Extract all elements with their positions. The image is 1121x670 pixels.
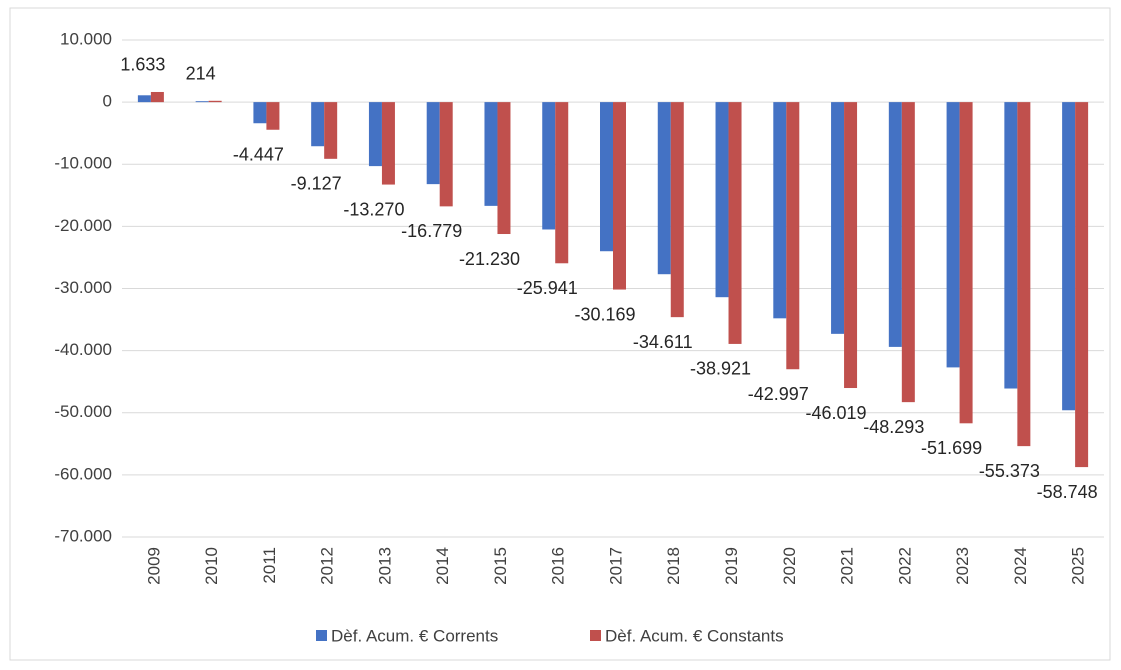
x-tick-label: 2024 — [1011, 547, 1030, 585]
bar — [715, 102, 729, 298]
y-tick-label: -70.000 — [54, 526, 112, 545]
bar — [555, 102, 569, 264]
bar — [253, 102, 267, 124]
bar — [368, 102, 382, 167]
y-tick-label: -40.000 — [54, 340, 112, 359]
bar — [1062, 102, 1076, 411]
data-label: -55.373 — [979, 461, 1040, 481]
x-tick-label: 2023 — [953, 547, 972, 585]
data-label: -58.748 — [1037, 482, 1098, 502]
bar — [195, 101, 209, 103]
data-label: 214 — [186, 64, 216, 84]
bar — [137, 95, 151, 103]
legend-label: Dèf. Acum. € Constants — [605, 626, 784, 645]
bar — [150, 91, 164, 103]
bar — [311, 102, 325, 147]
bar — [657, 102, 671, 275]
bar — [324, 102, 338, 159]
y-tick-label: -60.000 — [54, 464, 112, 483]
bar — [613, 102, 626, 290]
data-label: -13.270 — [343, 199, 404, 219]
y-tick-label: -10.000 — [54, 154, 112, 173]
data-label: -21.230 — [459, 249, 520, 269]
y-tick-label: -50.000 — [54, 402, 112, 421]
bar — [786, 102, 800, 370]
y-tick-label: 10.000 — [60, 29, 112, 48]
bar — [901, 102, 915, 403]
bar — [670, 102, 684, 318]
x-tick-label: 2018 — [664, 547, 683, 585]
data-label: 1.633 — [120, 55, 165, 75]
bar — [946, 102, 960, 368]
bar — [1017, 102, 1031, 447]
x-tick-label: 2020 — [780, 547, 799, 585]
bar — [208, 100, 222, 103]
bar — [888, 102, 902, 347]
x-tick-label: 2012 — [318, 547, 337, 585]
legend-label: Dèf. Acum. € Corrents — [331, 626, 498, 645]
data-label: -48.293 — [863, 417, 924, 437]
data-label: -51.699 — [921, 438, 982, 458]
x-tick-label: 2015 — [491, 547, 510, 585]
bar — [600, 102, 613, 252]
bar — [439, 102, 453, 207]
data-label: -4.447 — [233, 145, 284, 165]
y-tick-label: 0 — [103, 92, 112, 111]
data-label: -9.127 — [291, 174, 342, 194]
legend-swatch — [590, 630, 601, 641]
x-tick-label: 2013 — [375, 547, 394, 585]
x-tick-label: 2011 — [260, 547, 279, 584]
x-tick-label: 2014 — [433, 547, 452, 585]
x-tick-label: 2021 — [838, 547, 857, 585]
x-tick-label: 2019 — [722, 547, 741, 585]
data-label: -30.169 — [574, 304, 635, 324]
bar — [484, 102, 498, 206]
bar — [426, 102, 440, 185]
bar — [844, 102, 858, 389]
data-label: -46.019 — [806, 403, 867, 423]
bar — [497, 102, 511, 235]
data-label: -34.611 — [633, 332, 693, 352]
data-label: -38.921 — [690, 359, 751, 379]
y-tick-label: -20.000 — [54, 216, 112, 235]
x-tick-label: 2010 — [202, 547, 221, 585]
x-tick-label: 2017 — [606, 547, 625, 585]
bar — [831, 102, 845, 334]
y-tick-label: -30.000 — [54, 278, 112, 297]
data-label: -42.997 — [748, 384, 809, 404]
x-tick-label: 2025 — [1069, 547, 1088, 585]
bar — [728, 102, 742, 344]
x-tick-label: 2022 — [895, 547, 914, 585]
bar — [1004, 102, 1018, 389]
data-label: -16.779 — [401, 221, 462, 241]
legend-swatch — [316, 630, 327, 641]
bar — [959, 102, 973, 424]
data-label: -25.941 — [517, 278, 578, 298]
x-tick-label: 2009 — [144, 547, 163, 585]
x-tick-label: 2016 — [549, 547, 568, 585]
bar — [542, 102, 556, 230]
chart-border — [9, 7, 1111, 661]
bar — [1075, 102, 1089, 468]
bar — [773, 102, 787, 319]
bar — [381, 102, 395, 185]
bar — [266, 102, 280, 130]
